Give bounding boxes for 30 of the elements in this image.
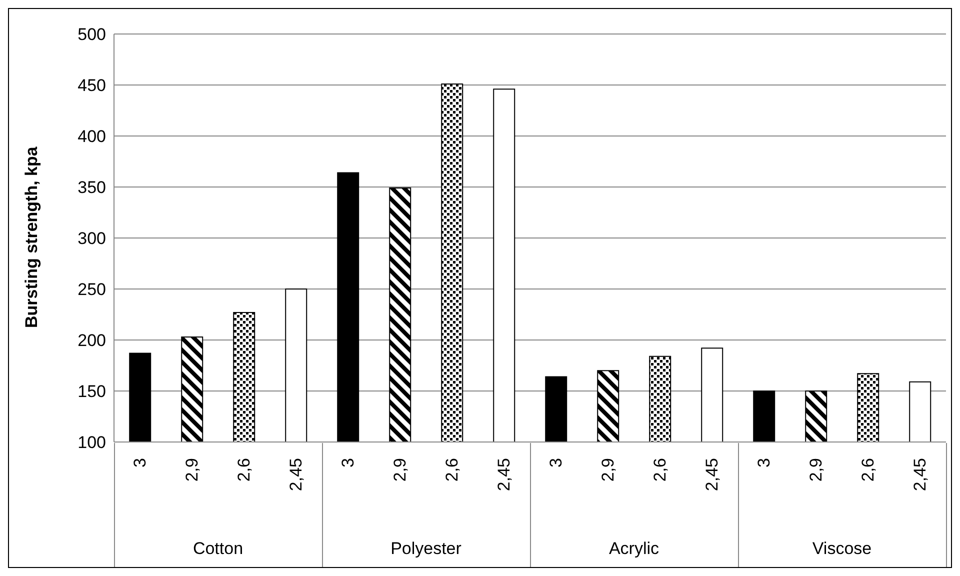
y-tick-label: 250: [78, 280, 106, 300]
text: Cotton: [192, 539, 244, 558]
x-tick-label: 2,9: [598, 458, 618, 482]
x-tick-label: 2,6: [858, 458, 878, 482]
x-tick-label: 3: [546, 458, 566, 468]
x-tick-label: 2,9: [390, 458, 410, 482]
x-tick-label: 2,45: [910, 458, 930, 492]
y-axis-title: Bursting strength, kpa: [22, 146, 42, 328]
x-tick-label: 2,6: [650, 458, 670, 482]
x-tick-label: 2,45: [494, 458, 514, 492]
text: Polyester: [390, 539, 462, 558]
text: Acrylic: [608, 539, 660, 558]
y-tick-label: 350: [78, 178, 106, 198]
text: Viscose: [812, 539, 872, 558]
y-tick-label: 500: [78, 25, 106, 44]
x-tick-label: 2,45: [702, 458, 722, 492]
x-tick-label: 3: [754, 458, 774, 468]
y-tick-label: 200: [78, 331, 106, 350]
x-tick-label: 2,9: [806, 458, 826, 482]
x-tick-label: 3: [130, 458, 150, 468]
x-tick-label: 2,6: [442, 458, 462, 482]
y-tick-label: 400: [78, 127, 106, 146]
y-tick-label: 450: [78, 76, 106, 96]
x-tick-label: 2,6: [234, 458, 254, 482]
y-tick-label: 100: [78, 433, 106, 452]
x-tick-label: 3: [338, 458, 358, 468]
x-tick-label: 2,9: [182, 458, 202, 482]
y-tick-label: 300: [78, 229, 106, 248]
y-tick-label: 150: [78, 382, 106, 402]
x-tick-label: 2,45: [286, 458, 306, 492]
